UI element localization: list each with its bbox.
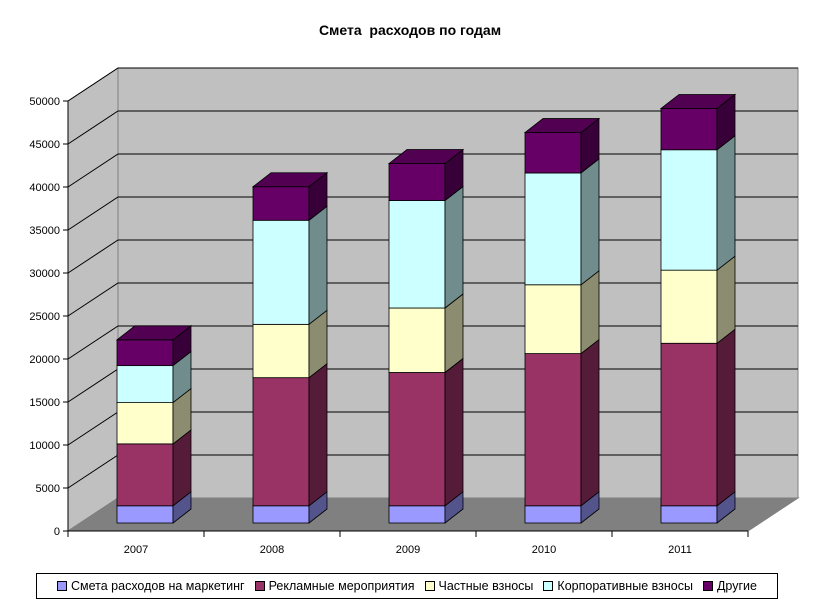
legend-item: Другие: [702, 579, 757, 593]
legend-item: Рекламные мероприятия: [254, 579, 415, 593]
y-tick-label: 40000: [29, 182, 60, 194]
chart-plot: 0 5000 10000 15000 20000 25000 30000 35000 40000…: [29, 67, 800, 556]
bar-2011-segment-4: [660, 108, 718, 151]
legend-item: Корпоративные взносы: [543, 579, 693, 593]
bar-2009-segment-2: [388, 307, 446, 373]
bar-2009-side-3: [444, 185, 464, 309]
legend: Смета расходов на маркетинг Рекламные мер…: [36, 573, 778, 599]
x-tick-label: 2011: [668, 544, 692, 556]
y-tick-label: 5000: [36, 483, 60, 495]
gridline: [67, 67, 798, 102]
bar-2008-side-1: [308, 362, 328, 507]
bar-2008-segment-1: [252, 377, 310, 507]
legend-swatch: [424, 581, 435, 591]
bar-2011-side-3: [716, 134, 736, 271]
x-tick-label: 2010: [532, 544, 556, 556]
bar-2011-segment-2: [660, 269, 718, 344]
legend-item: Частные взносы: [424, 579, 534, 593]
bar-2010-segment-3: [524, 172, 582, 286]
y-tick-label: 10000: [29, 440, 60, 452]
y-tick-label: 15000: [29, 397, 60, 409]
bar-2007-top: [115, 325, 193, 341]
bar-2011-segment-1: [660, 342, 718, 507]
legend-swatch: [702, 581, 713, 591]
gridline: [67, 110, 798, 145]
y-tick-label: 30000: [29, 268, 60, 280]
bar-2010-segment-0: [524, 505, 582, 524]
bar-2007-segment-1: [116, 443, 174, 507]
x-tick-label: 2009: [396, 544, 420, 556]
bar-2009-segment-3: [388, 200, 446, 309]
legend-label: Частные взносы: [438, 579, 534, 593]
legend-swatch: [254, 581, 265, 591]
chart-title: Смета расходов по годам: [318, 22, 502, 38]
bar-2010-top: [523, 118, 601, 133]
bar-2010-side-2: [580, 269, 600, 355]
y-tick-label: 45000: [29, 139, 60, 151]
bar-2010-side-3: [580, 158, 600, 286]
bar-2010-segment-2: [524, 284, 582, 354]
bar-2010-segment-4: [524, 132, 582, 174]
bar-2009-top: [387, 149, 465, 164]
bar-2007-segment-3: [116, 365, 174, 403]
legend-swatch: [57, 581, 67, 591]
legend-swatch: [543, 581, 554, 591]
bar-2009-segment-1: [388, 372, 446, 507]
bar-2011-side-1: [716, 328, 736, 507]
bar-2008-side-3: [308, 205, 328, 326]
bar-2011-segment-3: [660, 149, 718, 271]
bar-2011-top: [659, 94, 737, 109]
bar-2011-segment-0: [660, 505, 718, 524]
legend-label: Смета расходов на маркетинг: [71, 579, 245, 593]
bar-2010-segment-1: [524, 353, 582, 507]
x-tick-label: 2007: [124, 544, 148, 556]
bar-2008-segment-4: [252, 186, 310, 221]
y-tick-label: 20000: [29, 354, 60, 366]
bar-2008-segment-0: [252, 505, 310, 524]
bar-2007-segment-0: [116, 505, 174, 524]
bar-2011-side-2: [716, 255, 736, 345]
bar-2009-side-1: [444, 357, 464, 507]
bar-2008-top: [251, 172, 329, 188]
bar-2007-segment-4: [116, 339, 174, 367]
legend-item: Смета расходов на маркетинг: [57, 579, 245, 593]
legend-label: Другие: [716, 579, 757, 593]
x-tick-label: 2008: [260, 544, 284, 556]
bar-2008-segment-3: [252, 219, 310, 325]
bar-2007-segment-2: [116, 402, 174, 445]
y-tick-label: 25000: [29, 311, 60, 323]
bar-2009-segment-0: [388, 505, 446, 524]
y-tick-label: 0: [54, 526, 60, 538]
y-tick-label: 50000: [29, 96, 60, 108]
bar-2008-segment-2: [252, 323, 310, 379]
y-tick-label: 35000: [29, 225, 60, 237]
bar-2010-side-1: [580, 338, 600, 507]
legend-label: Рекламные мероприятия: [268, 579, 415, 593]
legend-label: Корпоративные взносы: [557, 579, 693, 593]
bar-2009-segment-4: [388, 163, 446, 201]
